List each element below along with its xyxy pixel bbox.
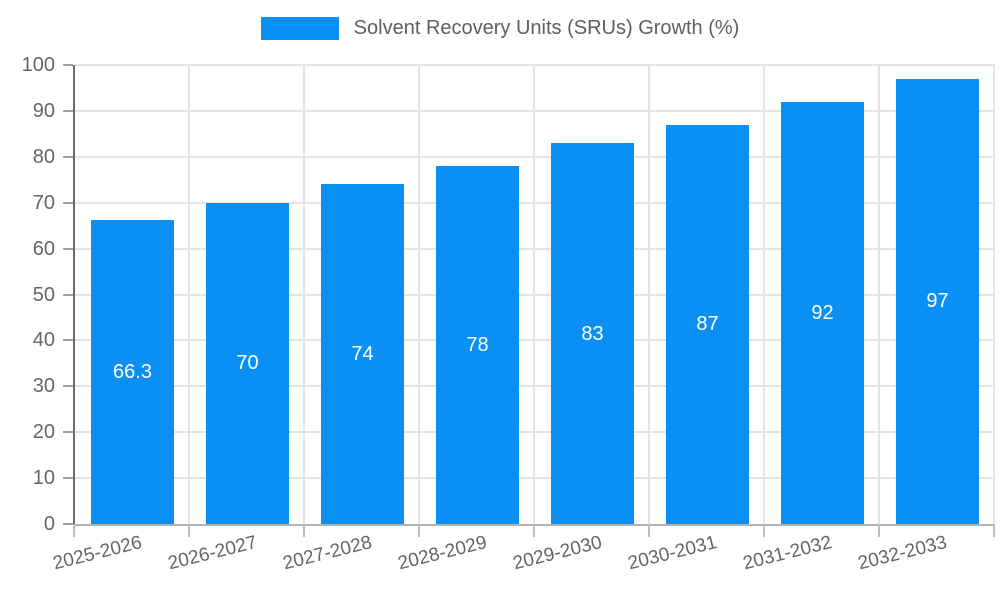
gridline-vertical	[648, 65, 650, 524]
x-axis-tick	[648, 524, 650, 537]
y-axis-tick-label: 80	[32, 145, 55, 168]
bar-value-label: 87	[696, 313, 719, 336]
bar[interactable]	[91, 219, 174, 524]
y-axis-tick	[63, 431, 73, 434]
y-axis-tick	[63, 155, 73, 158]
y-axis-tick	[63, 339, 73, 342]
gridline-horizontal	[75, 431, 995, 434]
gridline-horizontal	[75, 385, 995, 388]
bar[interactable]	[781, 101, 864, 524]
y-axis-tick-label: 20	[32, 421, 55, 444]
y-axis-tick-label: 50	[32, 283, 55, 306]
gridline-horizontal	[75, 247, 995, 250]
y-axis-tick-label: 90	[32, 99, 55, 122]
x-axis-tick	[878, 524, 880, 537]
x-axis-tick	[188, 524, 190, 537]
y-axis-tick-label: 10	[32, 467, 55, 490]
y-axis-tick	[63, 247, 73, 250]
x-axis-tick	[418, 524, 420, 537]
gridline-vertical	[763, 65, 765, 524]
gridline-horizontal	[75, 293, 995, 296]
x-axis-tick	[993, 524, 995, 537]
bar-value-label: 74	[351, 343, 374, 366]
y-axis-tick	[63, 293, 73, 296]
plot-area: 0 10 20 30 40 50 60 70 80 90 100 66.3 2025-2026 70 202…	[22, 54, 995, 574]
bar[interactable]	[551, 143, 634, 524]
y-axis-tick-label: 0	[43, 513, 55, 535]
y-axis-tick	[63, 64, 73, 66]
gridline-vertical	[303, 65, 305, 524]
bar[interactable]	[436, 165, 519, 524]
gridline-vertical	[878, 65, 880, 524]
bar-value-label: 83	[581, 322, 604, 345]
gridline-vertical	[418, 65, 420, 524]
y-axis-tick	[63, 523, 73, 525]
bar-value-label: 92	[811, 301, 834, 324]
x-axis-tick	[303, 524, 305, 537]
bar[interactable]	[206, 202, 289, 524]
bar-value-label: 97	[926, 290, 949, 313]
y-axis-tick-label: 30	[32, 375, 55, 398]
x-axis-tick	[533, 524, 535, 537]
x-axis-tick	[73, 524, 75, 537]
gridline-horizontal	[75, 339, 995, 342]
bar-value-label: 78	[466, 333, 489, 356]
gridline-horizontal	[75, 155, 995, 158]
y-axis-tick-label: 70	[32, 191, 55, 214]
gridline-vertical	[993, 65, 995, 524]
y-axis-tick-label: 100	[21, 54, 55, 76]
gridline-vertical	[188, 65, 190, 524]
legend[interactable]: Solvent Recovery Units (SRUs) Growth (%)	[0, 17, 1000, 40]
y-axis-tick	[63, 385, 73, 388]
bar-value-label: 66.3	[113, 360, 152, 383]
gridline-horizontal	[75, 109, 995, 112]
bar[interactable]	[896, 78, 979, 524]
gridline-horizontal	[75, 201, 995, 204]
y-axis-tick	[63, 109, 73, 112]
gridline-horizontal	[75, 477, 995, 480]
y-axis-tick	[63, 201, 73, 204]
x-axis-tick	[763, 524, 765, 537]
legend-swatch	[260, 17, 339, 40]
bar[interactable]	[321, 184, 404, 524]
gridline-vertical	[533, 65, 535, 524]
y-axis-tick-label: 60	[32, 237, 55, 260]
gridline-horizontal	[75, 64, 995, 66]
bar-value-label: 70	[236, 352, 259, 375]
bar[interactable]	[666, 124, 749, 524]
y-axis-tick-label: 40	[32, 329, 55, 352]
y-axis-tick	[63, 477, 73, 480]
legend-label: Solvent Recovery Units (SRUs) Growth (%)	[353, 17, 740, 39]
